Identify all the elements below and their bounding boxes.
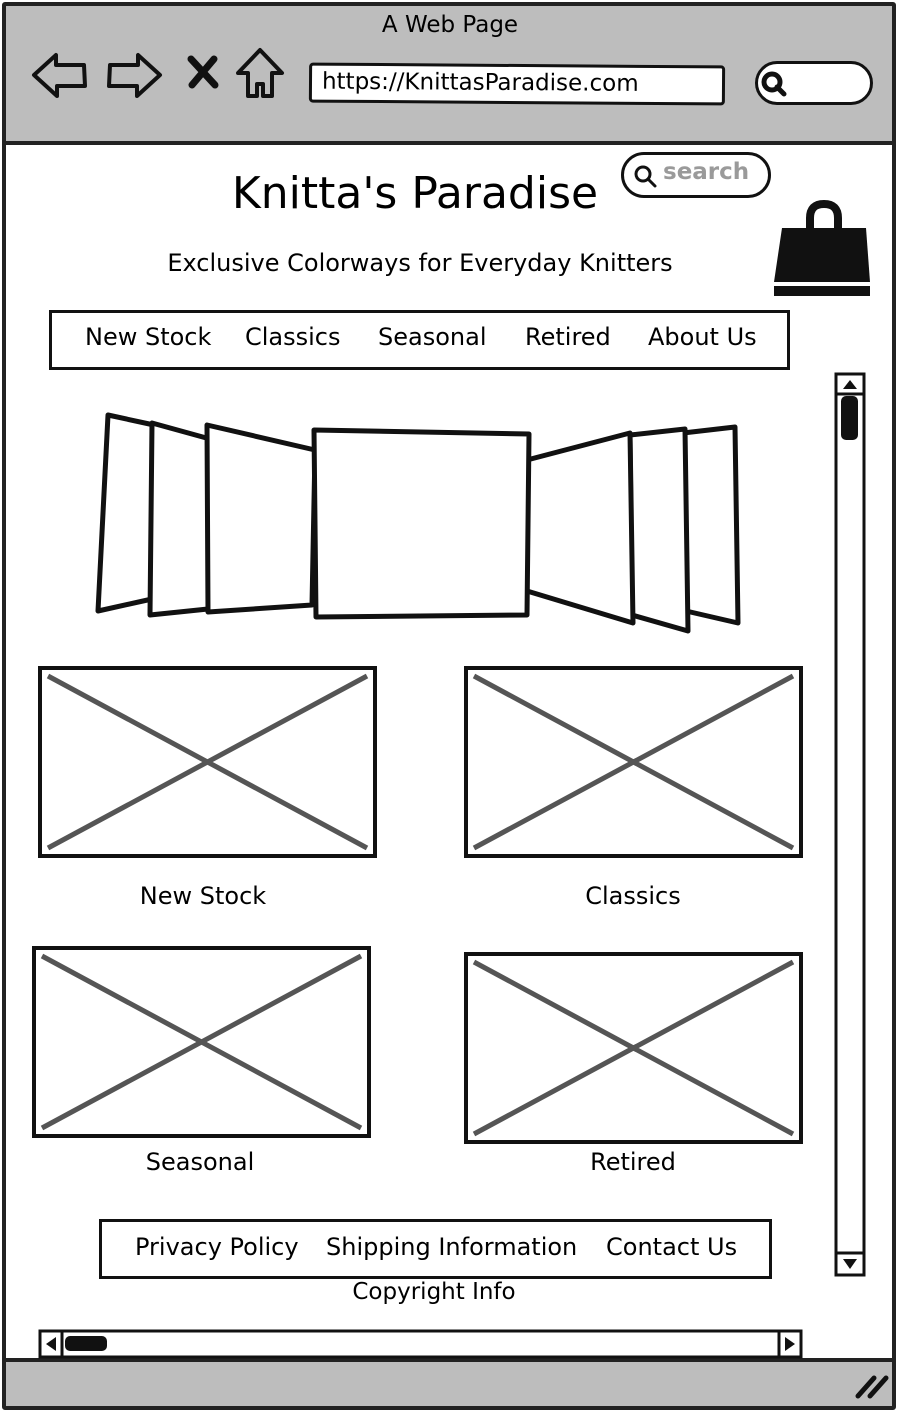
- site-search-placeholder: search: [663, 159, 750, 185]
- copyright-text: Copyright Info: [352, 1279, 516, 1305]
- resize-grip-icon[interactable]: [852, 1372, 890, 1400]
- horizontal-scrollbar[interactable]: [38, 1329, 803, 1359]
- site-search-input[interactable]: [621, 152, 771, 198]
- home-icon[interactable]: [234, 46, 286, 102]
- shopping-bag-icon[interactable]: [772, 198, 872, 298]
- category-image-new-stock[interactable]: [38, 666, 377, 858]
- category-image-retired[interactable]: [464, 952, 803, 1144]
- category-label-seasonal[interactable]: Seasonal: [145, 1148, 255, 1176]
- category-label-classics[interactable]: Classics: [585, 882, 681, 910]
- close-icon[interactable]: [186, 55, 220, 89]
- vertical-scrollbar[interactable]: [834, 372, 866, 1277]
- site-title: Knitta's Paradise: [231, 168, 599, 219]
- category-image-seasonal[interactable]: [32, 946, 371, 1138]
- nav-item-seasonal[interactable]: Seasonal: [378, 323, 487, 351]
- browser-search-field[interactable]: [755, 61, 873, 105]
- footer-link-contact-us[interactable]: Contact Us: [606, 1233, 738, 1261]
- nav-item-about-us[interactable]: About Us: [648, 323, 757, 351]
- forward-arrow-icon[interactable]: [104, 50, 166, 100]
- footer-links-bar: [99, 1219, 772, 1279]
- search-icon: [761, 71, 787, 97]
- nav-item-retired[interactable]: Retired: [525, 323, 611, 351]
- back-arrow-icon[interactable]: [30, 50, 90, 100]
- footer-link-privacy-policy[interactable]: Privacy Policy: [135, 1233, 299, 1261]
- cover-flow-carousel[interactable]: [90, 405, 755, 640]
- category-label-retired[interactable]: Retired: [590, 1148, 676, 1176]
- category-label-new-stock[interactable]: New Stock: [139, 882, 267, 910]
- footer-link-shipping-information[interactable]: Shipping Information: [326, 1233, 578, 1261]
- nav-item-new-stock[interactable]: New Stock: [85, 323, 212, 351]
- browser-status-bar: [6, 1358, 892, 1406]
- main-nav: [49, 310, 790, 370]
- nav-item-classics[interactable]: Classics: [245, 323, 341, 351]
- window-title: A Web Page: [381, 12, 519, 38]
- search-icon: [634, 165, 657, 188]
- category-image-classics[interactable]: [464, 666, 803, 858]
- address-bar[interactable]: https://KnittasParadise.com: [308, 62, 726, 106]
- site-tagline: Exclusive Colorways for Everyday Knitter…: [167, 249, 673, 277]
